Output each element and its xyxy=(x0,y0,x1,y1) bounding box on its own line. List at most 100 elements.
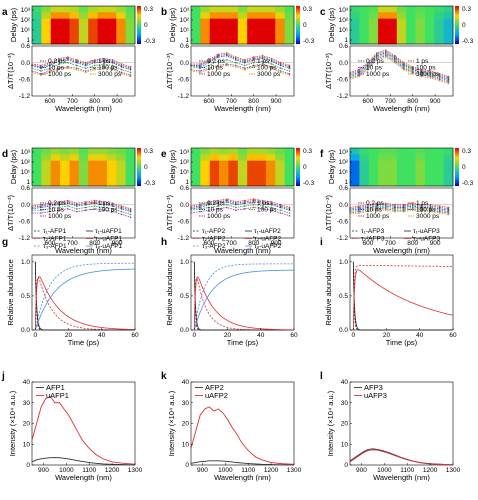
legend-label: τ₁-AFP3 xyxy=(361,228,385,235)
heatmap-cell xyxy=(284,160,295,168)
legend-label: τ₂-uAFP2 xyxy=(254,236,282,243)
colorbar-tick: 0.3 xyxy=(303,148,312,155)
spectra-xlabel: Wavelength (nm) xyxy=(373,104,430,113)
series-line xyxy=(352,264,454,331)
series-point xyxy=(385,206,387,209)
heatmap-cell xyxy=(396,25,407,32)
series-point xyxy=(93,199,96,202)
heatmap-cell xyxy=(200,12,211,20)
spectra-ytick: -0.6 xyxy=(337,77,349,84)
heatmap-cell xyxy=(116,31,127,39)
series-point xyxy=(376,202,378,205)
series-point xyxy=(49,70,51,72)
heatmap-cell xyxy=(256,154,267,162)
heatmap-cell xyxy=(359,31,370,39)
heatmap-cell xyxy=(275,12,286,20)
heatmap-cell xyxy=(50,148,61,155)
series-point xyxy=(402,61,405,64)
heatmap-cell xyxy=(406,148,416,155)
heatmap-cell xyxy=(265,37,276,45)
heatmap xyxy=(350,148,454,187)
series-point xyxy=(270,203,273,206)
plot-frame xyxy=(190,254,295,331)
heatmap-cell xyxy=(424,31,435,39)
heatmap-cell xyxy=(443,173,454,181)
xlabel: Wavelength (nm) xyxy=(55,473,112,482)
series-point xyxy=(270,66,273,68)
legend-label: 1000 ps xyxy=(207,213,231,220)
series-point xyxy=(208,59,210,61)
spectra-ytick: -1.2 xyxy=(19,235,31,242)
series-point xyxy=(367,206,369,209)
series-point xyxy=(102,209,105,212)
series-line xyxy=(349,49,449,77)
heatmap-cell xyxy=(406,167,416,174)
series-point xyxy=(447,208,450,210)
series-point xyxy=(261,201,264,203)
series-point xyxy=(111,60,114,63)
heatmap-cell xyxy=(350,25,360,32)
heatmap-cell xyxy=(125,167,136,174)
heatmap-cell xyxy=(256,6,267,13)
spectra-xtick: 900 xyxy=(271,98,282,105)
series-point xyxy=(102,63,105,65)
series-point xyxy=(438,206,441,209)
spectra-xlabel: Wavelength (nm) xyxy=(214,104,271,113)
panel-label: k xyxy=(161,371,167,382)
heatmap-cell xyxy=(97,179,108,187)
series-line xyxy=(34,262,136,331)
heatmap-cell xyxy=(88,12,98,20)
heatmap-cell xyxy=(275,6,286,13)
series-point xyxy=(429,71,432,74)
heatmap-cell xyxy=(406,160,416,168)
series-point xyxy=(420,210,423,213)
heatmap xyxy=(350,6,454,45)
series-point xyxy=(385,52,387,54)
heatmap-cell xyxy=(106,6,117,13)
xtick: 40 xyxy=(257,332,265,339)
colorbar-tick: 0.3 xyxy=(144,6,153,13)
spectra-ytick: 0.0 xyxy=(339,60,348,67)
series-point xyxy=(367,63,369,65)
heatmap-cell xyxy=(69,154,80,162)
spectra-ytick: 0.6 xyxy=(21,185,30,192)
legend-label: τ₁-AFP2 xyxy=(202,228,226,235)
heatmap-cell xyxy=(387,154,398,162)
heatmap-cell xyxy=(275,18,286,26)
heatmap-cell xyxy=(97,160,108,168)
heatmap-cell xyxy=(78,18,89,26)
ylabel: Relative abundance xyxy=(6,259,15,325)
xtick: 1200 xyxy=(264,467,279,474)
series-point xyxy=(279,206,282,209)
legend-label: 100 ps xyxy=(416,65,436,72)
heatmap-cell xyxy=(78,154,89,162)
series-point xyxy=(208,67,210,70)
series-point xyxy=(288,67,291,70)
heatmap-cell xyxy=(125,154,136,162)
legend-label: τ₂-uAFP1 xyxy=(95,236,123,243)
series-line xyxy=(31,200,131,210)
spectra-ytick: -1.2 xyxy=(178,93,190,100)
heatmap-cell xyxy=(60,167,70,174)
spectra-ylabel: ΔT/T(10⁻³) xyxy=(165,52,174,89)
ytick: 10 xyxy=(23,441,31,448)
heatmap-cell xyxy=(125,12,136,20)
heatmap-cell xyxy=(415,12,426,20)
series-point xyxy=(129,68,132,71)
legend-label: 0.2 ps xyxy=(48,200,66,207)
spectra-xtick: 700 xyxy=(226,98,237,105)
series-point xyxy=(234,66,237,68)
heatmap-cell xyxy=(443,154,454,162)
heatmap-cell xyxy=(97,12,108,20)
heatmap-cell xyxy=(125,18,136,26)
colorbar-tick: 0.3 xyxy=(303,6,312,13)
legend-label: 1000 ps xyxy=(48,71,72,78)
heatmap-cell xyxy=(50,154,61,162)
series-point xyxy=(270,67,273,70)
heatmap-cell xyxy=(359,25,370,32)
series-point xyxy=(111,67,114,70)
heatmap-cell xyxy=(256,12,267,20)
legend-label: τ₂-uAFP3 xyxy=(413,236,441,243)
